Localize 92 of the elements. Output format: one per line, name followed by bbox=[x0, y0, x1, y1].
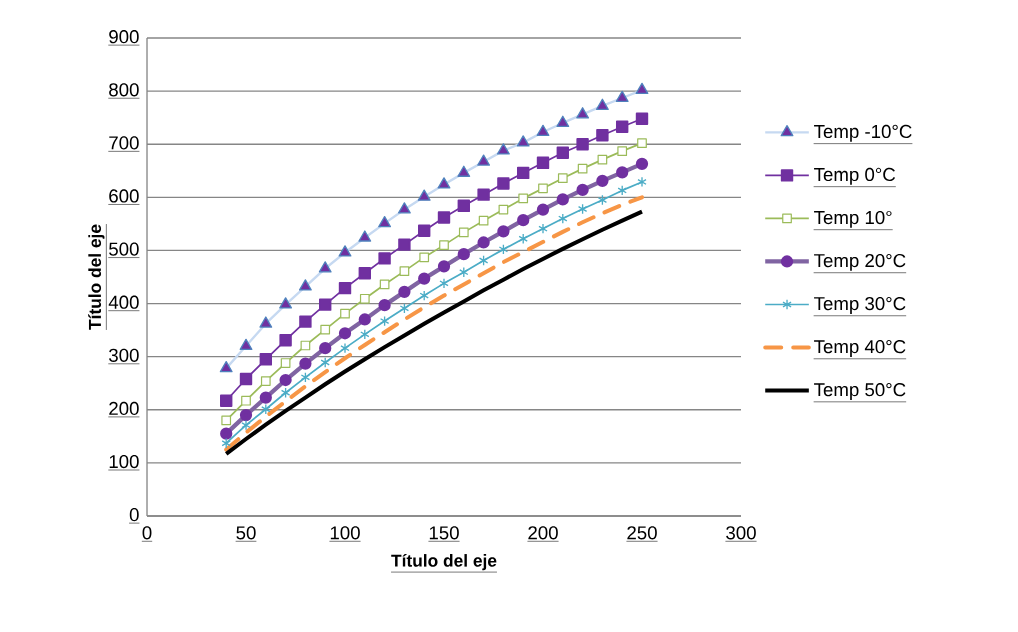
point bbox=[457, 199, 471, 213]
legend-label: Temp -10°C bbox=[814, 124, 912, 142]
point bbox=[221, 415, 232, 426]
legend-label: Temp 50°C bbox=[814, 383, 906, 400]
y-tick-label: 800 bbox=[109, 83, 139, 97]
point bbox=[320, 324, 331, 335]
point bbox=[239, 372, 253, 386]
point bbox=[518, 233, 528, 245]
point bbox=[637, 138, 647, 149]
point bbox=[320, 357, 330, 368]
point bbox=[518, 193, 529, 204]
point bbox=[498, 204, 509, 215]
point bbox=[538, 183, 548, 194]
legend-label: Temp 0°C bbox=[814, 167, 896, 185]
legend-label: Temp 10° bbox=[814, 210, 892, 228]
point bbox=[458, 227, 469, 238]
point bbox=[261, 403, 271, 415]
y-tick-label: 900 bbox=[109, 30, 139, 44]
point bbox=[279, 333, 292, 347]
x-tick-label: 100 bbox=[330, 526, 360, 540]
y-tick-label: 600 bbox=[109, 189, 139, 203]
point bbox=[260, 376, 271, 386]
point bbox=[358, 267, 371, 280]
y-tick-label: 400 bbox=[108, 295, 139, 309]
x-tick-label: 0 bbox=[142, 526, 152, 540]
point bbox=[498, 244, 509, 255]
point bbox=[378, 252, 391, 265]
point bbox=[241, 419, 251, 431]
point bbox=[497, 177, 510, 190]
point bbox=[437, 211, 451, 224]
point bbox=[418, 224, 431, 237]
y-tick-label: 500 bbox=[109, 242, 139, 256]
point bbox=[538, 223, 548, 234]
point bbox=[419, 252, 430, 263]
point bbox=[637, 176, 647, 188]
x-tick-label: 50 bbox=[236, 526, 256, 540]
point bbox=[635, 112, 649, 125]
point bbox=[556, 146, 569, 159]
point bbox=[576, 138, 589, 151]
point bbox=[280, 387, 291, 399]
x-tick-label: 150 bbox=[429, 526, 459, 540]
point bbox=[596, 128, 609, 142]
point bbox=[577, 163, 588, 174]
point bbox=[419, 290, 429, 301]
point bbox=[221, 437, 231, 449]
point bbox=[557, 173, 568, 184]
point bbox=[477, 188, 490, 201]
point bbox=[399, 266, 410, 277]
y-tick-label: 300 bbox=[109, 348, 139, 362]
point bbox=[439, 240, 449, 250]
y-tick-label: 100 bbox=[109, 454, 139, 469]
point bbox=[338, 281, 352, 295]
x-tick-label: 250 bbox=[627, 526, 657, 540]
point bbox=[259, 353, 273, 366]
x-tick-label: 200 bbox=[528, 526, 558, 540]
point bbox=[379, 279, 390, 290]
point bbox=[319, 298, 332, 311]
y-tick-label: 700 bbox=[109, 136, 139, 150]
y-tick-label: 0 bbox=[129, 508, 139, 522]
legend-label: Temp 30°C bbox=[814, 296, 906, 314]
point bbox=[359, 293, 370, 304]
point bbox=[439, 278, 449, 289]
point bbox=[300, 372, 311, 383]
point bbox=[558, 213, 568, 224]
point bbox=[597, 154, 608, 165]
point bbox=[597, 194, 608, 206]
point bbox=[536, 156, 550, 170]
point bbox=[241, 395, 251, 406]
point bbox=[399, 302, 410, 314]
y-tick-label: 200 bbox=[109, 401, 139, 416]
x-axis-title: Título del eje bbox=[391, 553, 497, 571]
legend-label: Temp 20°C bbox=[814, 253, 906, 271]
point bbox=[379, 315, 390, 327]
point bbox=[517, 166, 530, 180]
point bbox=[299, 315, 312, 328]
point bbox=[617, 146, 628, 156]
y-axis-title: Título del eje bbox=[88, 224, 105, 330]
point bbox=[360, 329, 370, 340]
point bbox=[478, 215, 489, 226]
legend-label: Temp 40°C bbox=[814, 340, 906, 357]
point bbox=[617, 185, 627, 196]
point bbox=[615, 120, 629, 133]
point bbox=[340, 342, 350, 354]
point bbox=[398, 238, 411, 251]
x-tick-label: 300 bbox=[726, 526, 756, 540]
point bbox=[577, 203, 588, 215]
point bbox=[478, 255, 489, 266]
point bbox=[280, 358, 291, 368]
point bbox=[220, 394, 233, 407]
point bbox=[340, 308, 350, 319]
point bbox=[300, 340, 311, 351]
point bbox=[459, 266, 469, 278]
